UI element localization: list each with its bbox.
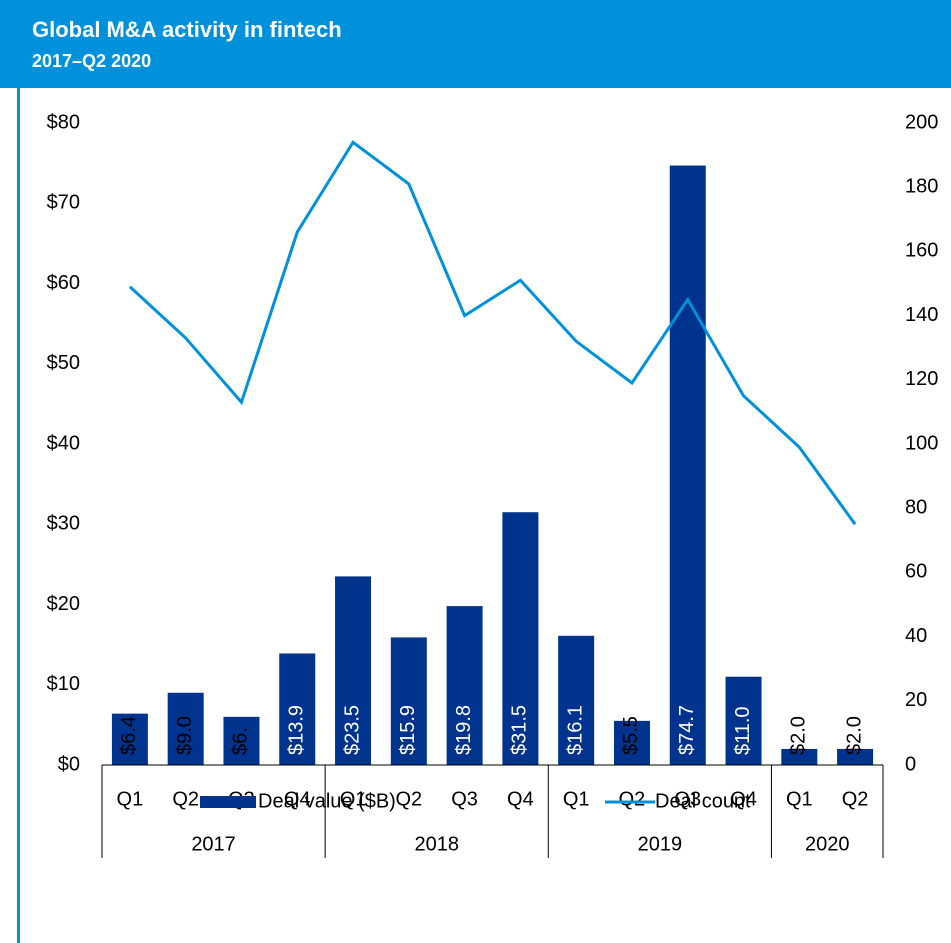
- bar: [725, 676, 762, 765]
- group-label: 2019: [638, 833, 683, 855]
- group-label: 2020: [805, 833, 850, 855]
- y-tick-label: $80: [47, 111, 80, 133]
- data-label: $16.1: [564, 705, 586, 755]
- bar: [613, 720, 650, 765]
- header-band: [0, 0, 951, 88]
- bar: [837, 748, 874, 765]
- y2-tick-label: 160: [905, 240, 938, 262]
- y-tick-label: $0: [58, 753, 80, 775]
- data-label: $9.0: [174, 716, 196, 755]
- legend-swatch: [200, 796, 256, 808]
- data-label: $15.9: [397, 705, 419, 755]
- x-tick-label: Q4: [507, 788, 534, 810]
- x-tick-label: Q2: [842, 788, 869, 810]
- x-tick-label: Q3: [451, 788, 478, 810]
- y2-tick-label: 0: [905, 753, 916, 775]
- x-tick-label: Q2: [172, 788, 199, 810]
- data-label: $74.7: [676, 705, 698, 755]
- data-label: $2.0: [843, 716, 865, 755]
- data-label: $6.4: [118, 716, 140, 755]
- y2-tick-label: 20: [905, 689, 927, 711]
- bar: [502, 512, 539, 765]
- y-tick-label: $30: [47, 513, 80, 535]
- y-tick-label: $50: [47, 352, 80, 374]
- y-tick-label: $60: [47, 272, 80, 294]
- y-tick-label: $20: [47, 593, 80, 615]
- x-tick-label: Q1: [340, 788, 367, 810]
- chart-subtitle: 2017–Q2 2020: [32, 51, 151, 71]
- bar: [223, 716, 260, 765]
- data-label: $6.: [230, 727, 252, 755]
- group-label: 2017: [191, 833, 236, 855]
- x-tick-label: Q1: [563, 788, 590, 810]
- x-tick-label: Q2: [395, 788, 422, 810]
- y2-tick-label: 60: [905, 561, 927, 583]
- bar: [111, 713, 148, 765]
- data-label: $5.5: [620, 716, 642, 755]
- y-tick-label: $40: [47, 432, 80, 454]
- bar: [390, 637, 427, 765]
- chart-title: Global M&A activity in fintech: [32, 17, 342, 42]
- bar: [446, 606, 483, 765]
- x-tick-label: Q2: [619, 788, 646, 810]
- bar: [335, 576, 372, 765]
- bar: [279, 653, 316, 765]
- x-tick-label: Q1: [117, 788, 144, 810]
- left-border: [17, 88, 20, 943]
- y2-tick-label: 180: [905, 175, 938, 197]
- y2-tick-label: 200: [905, 111, 938, 133]
- bar: [669, 165, 706, 766]
- data-label: $31.5: [509, 705, 531, 755]
- data-label: $23.5: [341, 705, 363, 755]
- data-label: $2.0: [788, 716, 810, 755]
- group-label: 2018: [414, 833, 459, 855]
- x-tick-label: Q4: [284, 788, 311, 810]
- data-label: $11.0: [732, 706, 754, 755]
- y2-tick-label: 120: [905, 368, 938, 390]
- y2-tick-label: 40: [905, 625, 927, 647]
- x-tick-label: Q3: [674, 788, 701, 810]
- legend-label: Deal count: [655, 790, 751, 812]
- y-tick-label: $10: [47, 673, 80, 695]
- bar: [558, 635, 595, 765]
- data-label: $13.9: [286, 705, 308, 755]
- y2-tick-label: 100: [905, 432, 938, 454]
- y2-tick-label: 80: [905, 496, 927, 518]
- bar: [781, 748, 818, 765]
- data-label: $19.8: [453, 705, 475, 755]
- bar: [167, 692, 204, 765]
- x-tick-label: Q4: [730, 788, 757, 810]
- x-tick-label: Q1: [786, 788, 813, 810]
- y-tick-label: $70: [47, 192, 80, 214]
- y2-tick-label: 140: [905, 304, 938, 326]
- legend-label: Deal value ($B): [258, 790, 396, 812]
- line: [128, 140, 857, 526]
